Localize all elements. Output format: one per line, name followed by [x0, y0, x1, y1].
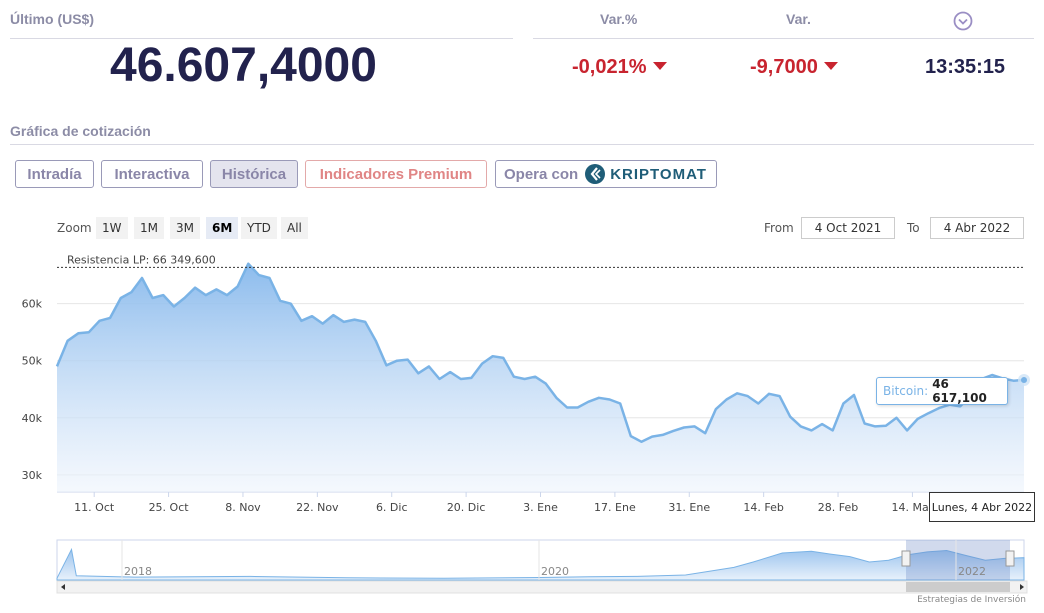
navigator-year-label: 2022: [958, 565, 986, 578]
credit-text: Estrategias de Inversión: [917, 595, 1026, 605]
navigator-scrollbar-thumb[interactable]: [906, 582, 1010, 592]
navigator-scrollbar-track: [56, 580, 1028, 594]
var-pct-text: -0,021%: [572, 56, 647, 78]
var-text: -9,7000: [750, 56, 818, 78]
ultimo-label: Último (US$): [10, 11, 94, 27]
y-tick-label: 50k: [22, 355, 43, 368]
down-arrow-icon: [823, 62, 838, 70]
y-tick-label: 30k: [22, 469, 43, 482]
navigator-handle[interactable]: [1005, 550, 1015, 567]
x-tick-label: 17. Ene: [594, 501, 636, 514]
x-tick-label: 8. Nov: [225, 501, 261, 514]
navigator-handle[interactable]: [901, 550, 911, 567]
series-tooltip: Bitcoin: 46 617,100: [876, 377, 1008, 405]
zoom-all-button[interactable]: All: [281, 217, 308, 239]
tooltip-series-name: Bitcoin:: [883, 384, 929, 398]
resistance-label: Resistencia LP: 66 349,600: [67, 253, 216, 266]
to-date-input[interactable]: [930, 217, 1024, 239]
tab-indicadores-premium[interactable]: Indicadores Premium: [305, 160, 487, 188]
tab-opera-con-kriptomat[interactable]: Opera con KRIPTOMAT: [495, 160, 717, 188]
zoom-6m-button[interactable]: 6M: [206, 217, 239, 239]
navigator-selection: [906, 540, 1010, 580]
kriptomat-logo-icon: [585, 164, 606, 184]
header-divider-right: [533, 38, 1034, 39]
last-point-marker: [1021, 377, 1027, 384]
x-tick-label: 31. Ene: [668, 501, 710, 514]
tab-historica[interactable]: Histórica: [210, 160, 298, 188]
chevron-down-circle-icon[interactable]: [953, 11, 973, 31]
last-price: 46.607,4000: [110, 39, 377, 92]
zoom-label: Zoom: [57, 221, 92, 235]
tab-intradia[interactable]: Intradía: [15, 160, 94, 188]
last-update-time: 13:35:15: [925, 56, 1006, 78]
down-arrow-icon: [652, 62, 667, 70]
scroll-left-arrow-icon[interactable]: [61, 584, 65, 590]
navigator-series: [56, 547, 1025, 581]
var-label: Var.: [786, 11, 811, 27]
var-pct-label: Var.%: [600, 11, 638, 27]
x-tick-label: 22. Nov: [296, 501, 339, 514]
zoom-1m-button[interactable]: 1M: [134, 217, 164, 239]
x-tick-label: 25. Oct: [149, 501, 190, 514]
zoom-3m-button[interactable]: 3M: [170, 217, 200, 239]
x-tick-label: 14. Mar: [892, 501, 934, 514]
y-tick-label: 40k: [22, 412, 43, 425]
navigator-year-label: 2018: [124, 565, 152, 578]
zoom-ytd-button[interactable]: YTD: [241, 217, 277, 239]
from-label: From: [764, 221, 794, 235]
x-tick-label: 20. Dic: [447, 501, 486, 514]
x-tick-label: 14. Feb: [743, 501, 783, 514]
opera-con-label: Opera con: [504, 165, 579, 183]
x-tick-label: 6. Dic: [376, 501, 408, 514]
kriptomat-brand: KRIPTOMAT: [610, 165, 707, 183]
tab-interactiva[interactable]: Interactiva: [101, 160, 203, 188]
price-area: [57, 263, 1024, 492]
from-date-input[interactable]: [801, 217, 895, 239]
x-tick-label: 11. Oct: [74, 501, 115, 514]
scroll-right-arrow-icon[interactable]: [1020, 584, 1024, 590]
price-line: [55, 262, 1025, 444]
date-crosshair-label: Lunes, 4 Abr 2022: [929, 492, 1035, 522]
y-tick-label: 60k: [22, 298, 43, 311]
section-divider: [10, 144, 1034, 145]
header-divider-left: [10, 38, 513, 39]
section-title: Gráfica de cotización: [10, 123, 151, 139]
navigator-year-label: 2020: [541, 565, 569, 578]
x-tick-label: 3. Ene: [523, 501, 558, 514]
var-pct-value: -0,021%: [572, 56, 667, 79]
tooltip-value: 46 617,100: [932, 377, 987, 405]
var-value: -9,7000: [750, 56, 838, 79]
zoom-1w-button[interactable]: 1W: [96, 217, 128, 239]
x-tick-label: 28. Feb: [818, 501, 858, 514]
to-label: To: [907, 221, 920, 235]
